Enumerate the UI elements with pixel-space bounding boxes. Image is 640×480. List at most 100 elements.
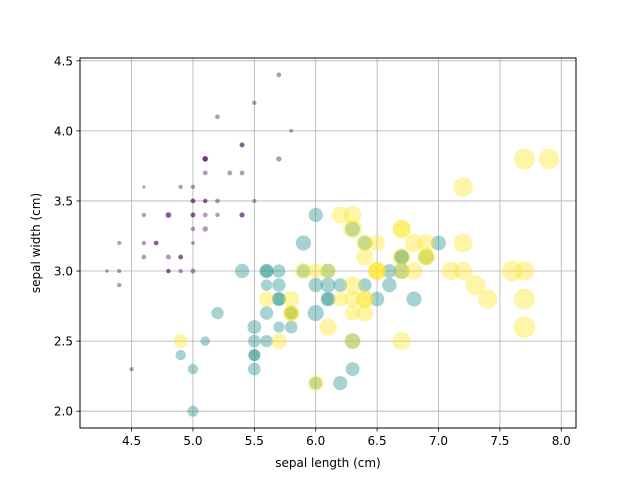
- data-point: [141, 212, 147, 218]
- data-point: [431, 235, 446, 251]
- data-point: [190, 198, 196, 204]
- data-point: [284, 320, 298, 334]
- data-point: [343, 219, 363, 239]
- data-point: [283, 305, 300, 322]
- data-point: [248, 349, 261, 362]
- data-point: [417, 233, 436, 253]
- data-point: [405, 262, 423, 280]
- data-point: [538, 148, 560, 170]
- data-point: [202, 155, 209, 162]
- data-point: [343, 276, 362, 294]
- data-point: [129, 367, 134, 372]
- data-point: [513, 316, 536, 339]
- data-point: [276, 72, 282, 78]
- data-point: [259, 263, 274, 279]
- data-point: [417, 248, 435, 266]
- data-point: [358, 278, 372, 292]
- data-point: [187, 405, 199, 417]
- x-tick-label: 8.0: [552, 434, 571, 448]
- data-point: [393, 262, 410, 280]
- x-tick-label: 7.0: [429, 434, 448, 448]
- data-point: [394, 250, 409, 264]
- data-point: [357, 235, 372, 251]
- y-tick-label: 2.0: [54, 405, 73, 419]
- data-point: [320, 277, 336, 293]
- data-point: [202, 212, 208, 218]
- data-point: [308, 263, 324, 279]
- data-point: [453, 233, 473, 253]
- data-point: [394, 249, 410, 265]
- data-point: [154, 240, 159, 246]
- data-point: [345, 362, 360, 377]
- data-point: [215, 212, 220, 218]
- data-point: [258, 291, 275, 307]
- data-point: [178, 254, 184, 260]
- data-point: [355, 290, 374, 308]
- data-point: [187, 363, 199, 375]
- data-point: [406, 291, 422, 307]
- y-tick-label: 3.0: [54, 265, 73, 279]
- data-point: [117, 268, 122, 274]
- y-tick-label: 3.5: [54, 194, 73, 208]
- data-point: [368, 262, 386, 280]
- data-point: [166, 268, 171, 274]
- data-point: [202, 170, 208, 176]
- data-point: [404, 233, 424, 253]
- data-point: [308, 277, 323, 293]
- data-point: [295, 262, 312, 280]
- data-point: [392, 219, 411, 238]
- data-point: [239, 212, 245, 218]
- data-point: [285, 306, 298, 320]
- data-point: [247, 320, 262, 335]
- data-point: [191, 241, 195, 245]
- x-tick-label: 5.5: [245, 434, 264, 448]
- data-point: [333, 278, 348, 292]
- data-point: [165, 212, 171, 218]
- data-point: [202, 156, 208, 162]
- data-point: [272, 278, 286, 292]
- data-point: [296, 264, 311, 278]
- data-point: [178, 268, 183, 274]
- data-point: [153, 240, 159, 246]
- y-tick-label: 4.0: [54, 124, 73, 138]
- data-point: [367, 261, 387, 281]
- data-point: [239, 170, 245, 176]
- data-point: [211, 306, 224, 320]
- x-tick-label: 6.0: [306, 434, 325, 448]
- data-point: [309, 376, 323, 390]
- data-point: [239, 142, 245, 148]
- x-tick-label: 4.5: [122, 434, 141, 448]
- series-3: [173, 148, 560, 392]
- data-point: [141, 240, 147, 246]
- axis-ticks: 4.5 5.0 5.5 6.0 6.5 7.0 7.5 8.0 2.0 2.5 3.0 3.5 4.0 4…: [54, 54, 571, 448]
- data-point: [307, 375, 324, 392]
- data-point: [248, 334, 261, 348]
- x-tick-label: 5.0: [183, 434, 202, 448]
- data-point: [320, 263, 336, 279]
- series-2: [175, 207, 446, 417]
- data-point: [295, 235, 312, 251]
- y-tick-label: 4.5: [54, 54, 73, 68]
- data-point: [142, 185, 146, 189]
- data-point: [284, 306, 298, 320]
- data-point: [178, 254, 184, 260]
- data-point: [283, 290, 300, 308]
- data-point: [200, 336, 210, 346]
- data-point: [252, 100, 257, 106]
- data-point: [382, 277, 397, 293]
- data-point: [418, 248, 435, 266]
- data-point: [276, 156, 282, 162]
- data-point: [392, 331, 411, 351]
- data-point: [382, 264, 397, 278]
- data-point: [273, 321, 285, 333]
- data-point: [355, 290, 374, 308]
- data-point: [190, 184, 196, 190]
- data-point: [117, 240, 122, 246]
- data-point: [272, 264, 286, 278]
- data-point: [234, 263, 250, 279]
- data-point: [344, 305, 361, 321]
- data-point: [453, 261, 473, 281]
- data-point: [418, 249, 434, 265]
- data-point: [513, 288, 536, 310]
